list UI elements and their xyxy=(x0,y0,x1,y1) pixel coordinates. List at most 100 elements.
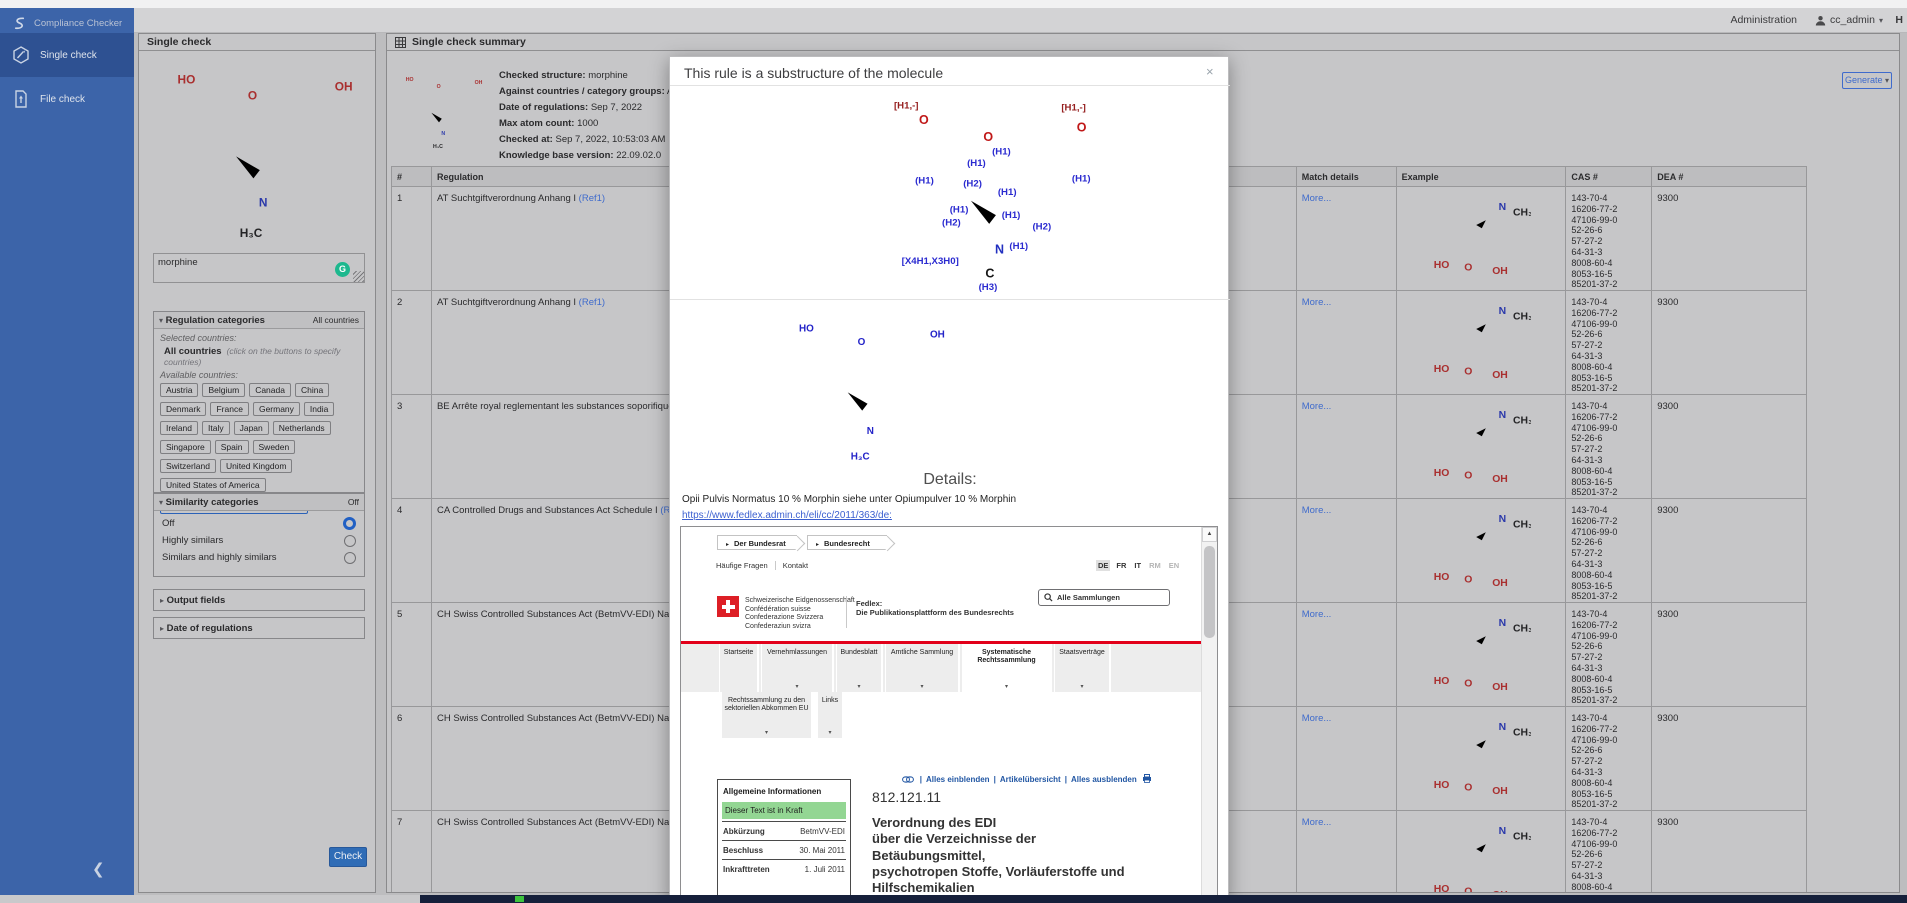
top-bar: Administration cc_admin ▾ H xyxy=(134,8,1907,33)
ref-link[interactable]: (Ref1) xyxy=(578,193,606,204)
match-details-cell: More... xyxy=(1297,395,1397,498)
nav-tab[interactable]: Vernehmlassungen ▾ xyxy=(761,644,834,692)
example-structure: N CH₃ HO O OH xyxy=(1434,617,1531,692)
similarity-option[interactable]: Highly similars xyxy=(160,532,358,549)
search-input[interactable]: Alle Sammlungen xyxy=(1038,589,1170,606)
breadcrumb-item[interactable]: ▸ Der Bundesrat xyxy=(717,535,797,550)
radio-button[interactable] xyxy=(344,534,356,547)
fedlex-link[interactable]: Häufige Fragen xyxy=(716,561,768,570)
rule-structure-image: [H1,-] O [H1,-] O O (H1) (H1) (H1) (H2) (H1) (H1)(… xyxy=(848,93,1140,295)
svg-text:HO: HO xyxy=(1434,572,1450,583)
country-button[interactable]: China xyxy=(294,383,330,397)
svg-text:H₃C: H₃C xyxy=(240,226,263,240)
country-button[interactable]: Singapore xyxy=(160,440,211,454)
administration-link[interactable]: Administration xyxy=(1730,14,1797,26)
more-link[interactable]: More... xyxy=(1301,193,1332,204)
nav-tab[interactable]: Links ▾ xyxy=(817,692,844,738)
user-name: cc_admin xyxy=(1830,14,1875,26)
language-option[interactable]: EN xyxy=(1168,561,1180,570)
country-button[interactable]: Canada xyxy=(249,383,291,397)
svg-text:H₃C: H₃C xyxy=(851,451,870,462)
date-of-regulations-section[interactable]: ▸ Date of regulations xyxy=(153,617,365,639)
country-button[interactable]: Ireland xyxy=(160,421,198,435)
radio-button[interactable] xyxy=(343,517,356,530)
svg-text:N: N xyxy=(1499,825,1507,836)
nav-tab[interactable]: Rechtssammlung zu den sektoriellen Abkom… xyxy=(721,692,813,738)
country-button[interactable]: Austria xyxy=(160,383,199,397)
svg-text:OH: OH xyxy=(475,80,483,86)
structure-name-input[interactable]: morphine G xyxy=(153,253,365,283)
similarity-option[interactable]: Off xyxy=(160,515,358,532)
resize-handle-icon[interactable] xyxy=(353,271,364,282)
embedded-fedlex-page: ▸ Der Bundesrat ▸ Bundesrecht Häufige Frage… xyxy=(680,526,1218,903)
similarity-categories-header[interactable]: ▾ Similarity categories Off xyxy=(154,494,364,511)
check-button[interactable]: Check xyxy=(329,847,367,867)
nav-tab[interactable]: Startseite xyxy=(719,644,759,692)
grammarly-icon[interactable]: G xyxy=(335,262,350,277)
country-button[interactable]: Denmark xyxy=(160,402,207,416)
help-link-partial[interactable]: H xyxy=(1895,14,1903,26)
svg-text:OH: OH xyxy=(1492,889,1508,893)
view-link[interactable]: Alles ausblenden xyxy=(1070,775,1137,784)
sidebar-item-file-check[interactable]: File check xyxy=(0,77,134,121)
language-option[interactable]: FR xyxy=(1116,561,1127,570)
language-option[interactable]: IT xyxy=(1134,561,1142,570)
language-option[interactable]: DE xyxy=(1096,560,1111,571)
user-menu[interactable]: cc_admin ▾ xyxy=(1815,14,1883,26)
breadcrumb-item[interactable]: ▸ Bundesrecht xyxy=(807,535,887,550)
more-link[interactable]: More... xyxy=(1301,297,1332,308)
info-rows: Abkürzung BetmVV-EDI Beschluss 30. Mai 2011… xyxy=(722,821,846,878)
country-button[interactable]: Germany xyxy=(252,402,300,416)
sidebar-collapse-chevron[interactable]: ❮ xyxy=(92,861,105,878)
view-links-items: Alles einblenden | Artikelübersicht | Alles … xyxy=(925,775,1137,784)
scrollbar[interactable]: ▲ xyxy=(1201,527,1217,903)
nav-tab[interactable]: Bundesblatt ▾ xyxy=(836,644,883,692)
svg-text:O: O xyxy=(1464,262,1472,273)
country-button[interactable]: United States of America xyxy=(160,478,266,492)
svg-text:N: N xyxy=(259,196,268,210)
more-link[interactable]: More... xyxy=(1301,609,1332,620)
structure-editor-canvas[interactable]: HO O OH N H₃C xyxy=(151,54,365,246)
svg-text:CH₃: CH₃ xyxy=(1513,207,1531,218)
sidebar-item-single-check[interactable]: Single check xyxy=(0,33,134,77)
more-link[interactable]: More... xyxy=(1301,817,1332,828)
regulation-categories-header[interactable]: ▾ Regulation categories All countries xyxy=(154,312,364,329)
country-button[interactable]: Sweden xyxy=(252,440,296,454)
similarity-option[interactable]: Similars and highly similars xyxy=(160,549,358,566)
nav-tab[interactable]: Systematische Rechtssammlung ▾ xyxy=(962,644,1052,692)
fedlex-link[interactable]: Kontakt xyxy=(782,561,809,570)
svg-text:HO: HO xyxy=(1434,884,1450,893)
country-button[interactable]: Italy xyxy=(202,421,230,435)
country-button[interactable]: United Kingdom xyxy=(219,459,293,473)
divider xyxy=(846,596,847,628)
column-header: DEA # xyxy=(1657,172,1684,182)
country-button[interactable]: Netherlands xyxy=(272,421,331,435)
nav-tab[interactable]: Amtliche Sammlung ▾ xyxy=(885,644,960,692)
svg-text:(H2): (H2) xyxy=(963,178,982,189)
view-link[interactable]: Alles einblenden xyxy=(925,775,990,784)
scroll-up-icon[interactable]: ▲ xyxy=(1202,527,1217,542)
country-button[interactable]: Belgium xyxy=(202,383,246,397)
svg-text:N: N xyxy=(1499,409,1507,420)
language-option[interactable]: RM xyxy=(1149,561,1161,570)
radio-button[interactable] xyxy=(344,551,356,564)
svg-text:HO: HO xyxy=(799,323,814,334)
more-link[interactable]: More... xyxy=(1301,401,1332,412)
country-button[interactable]: France xyxy=(210,402,249,416)
scrollbar-thumb[interactable] xyxy=(1204,546,1215,638)
close-icon[interactable]: × xyxy=(1206,64,1214,79)
output-fields-section[interactable]: ▸ Output fields xyxy=(153,589,365,611)
fedlex-url-link[interactable]: https://www.fedlex.admin.ch/eli/cc/2011/… xyxy=(682,510,892,521)
chevron-down-icon: ▾ xyxy=(857,684,861,690)
generate-button[interactable]: Generate ▾ xyxy=(1842,72,1892,89)
country-button[interactable]: Switzerland xyxy=(160,459,216,473)
nav-tab[interactable]: Staatsverträge ▾ xyxy=(1054,644,1111,692)
more-link[interactable]: More... xyxy=(1301,713,1332,724)
country-button[interactable]: Spain xyxy=(214,440,249,454)
country-button[interactable]: India xyxy=(303,402,335,416)
more-link[interactable]: More... xyxy=(1301,505,1332,516)
view-link[interactable]: Artikelübersicht xyxy=(999,775,1061,784)
country-button[interactable]: Japan xyxy=(233,421,269,435)
ref-link[interactable]: (Ref1) xyxy=(578,297,606,308)
dea-number: 9300 xyxy=(1657,401,1679,412)
